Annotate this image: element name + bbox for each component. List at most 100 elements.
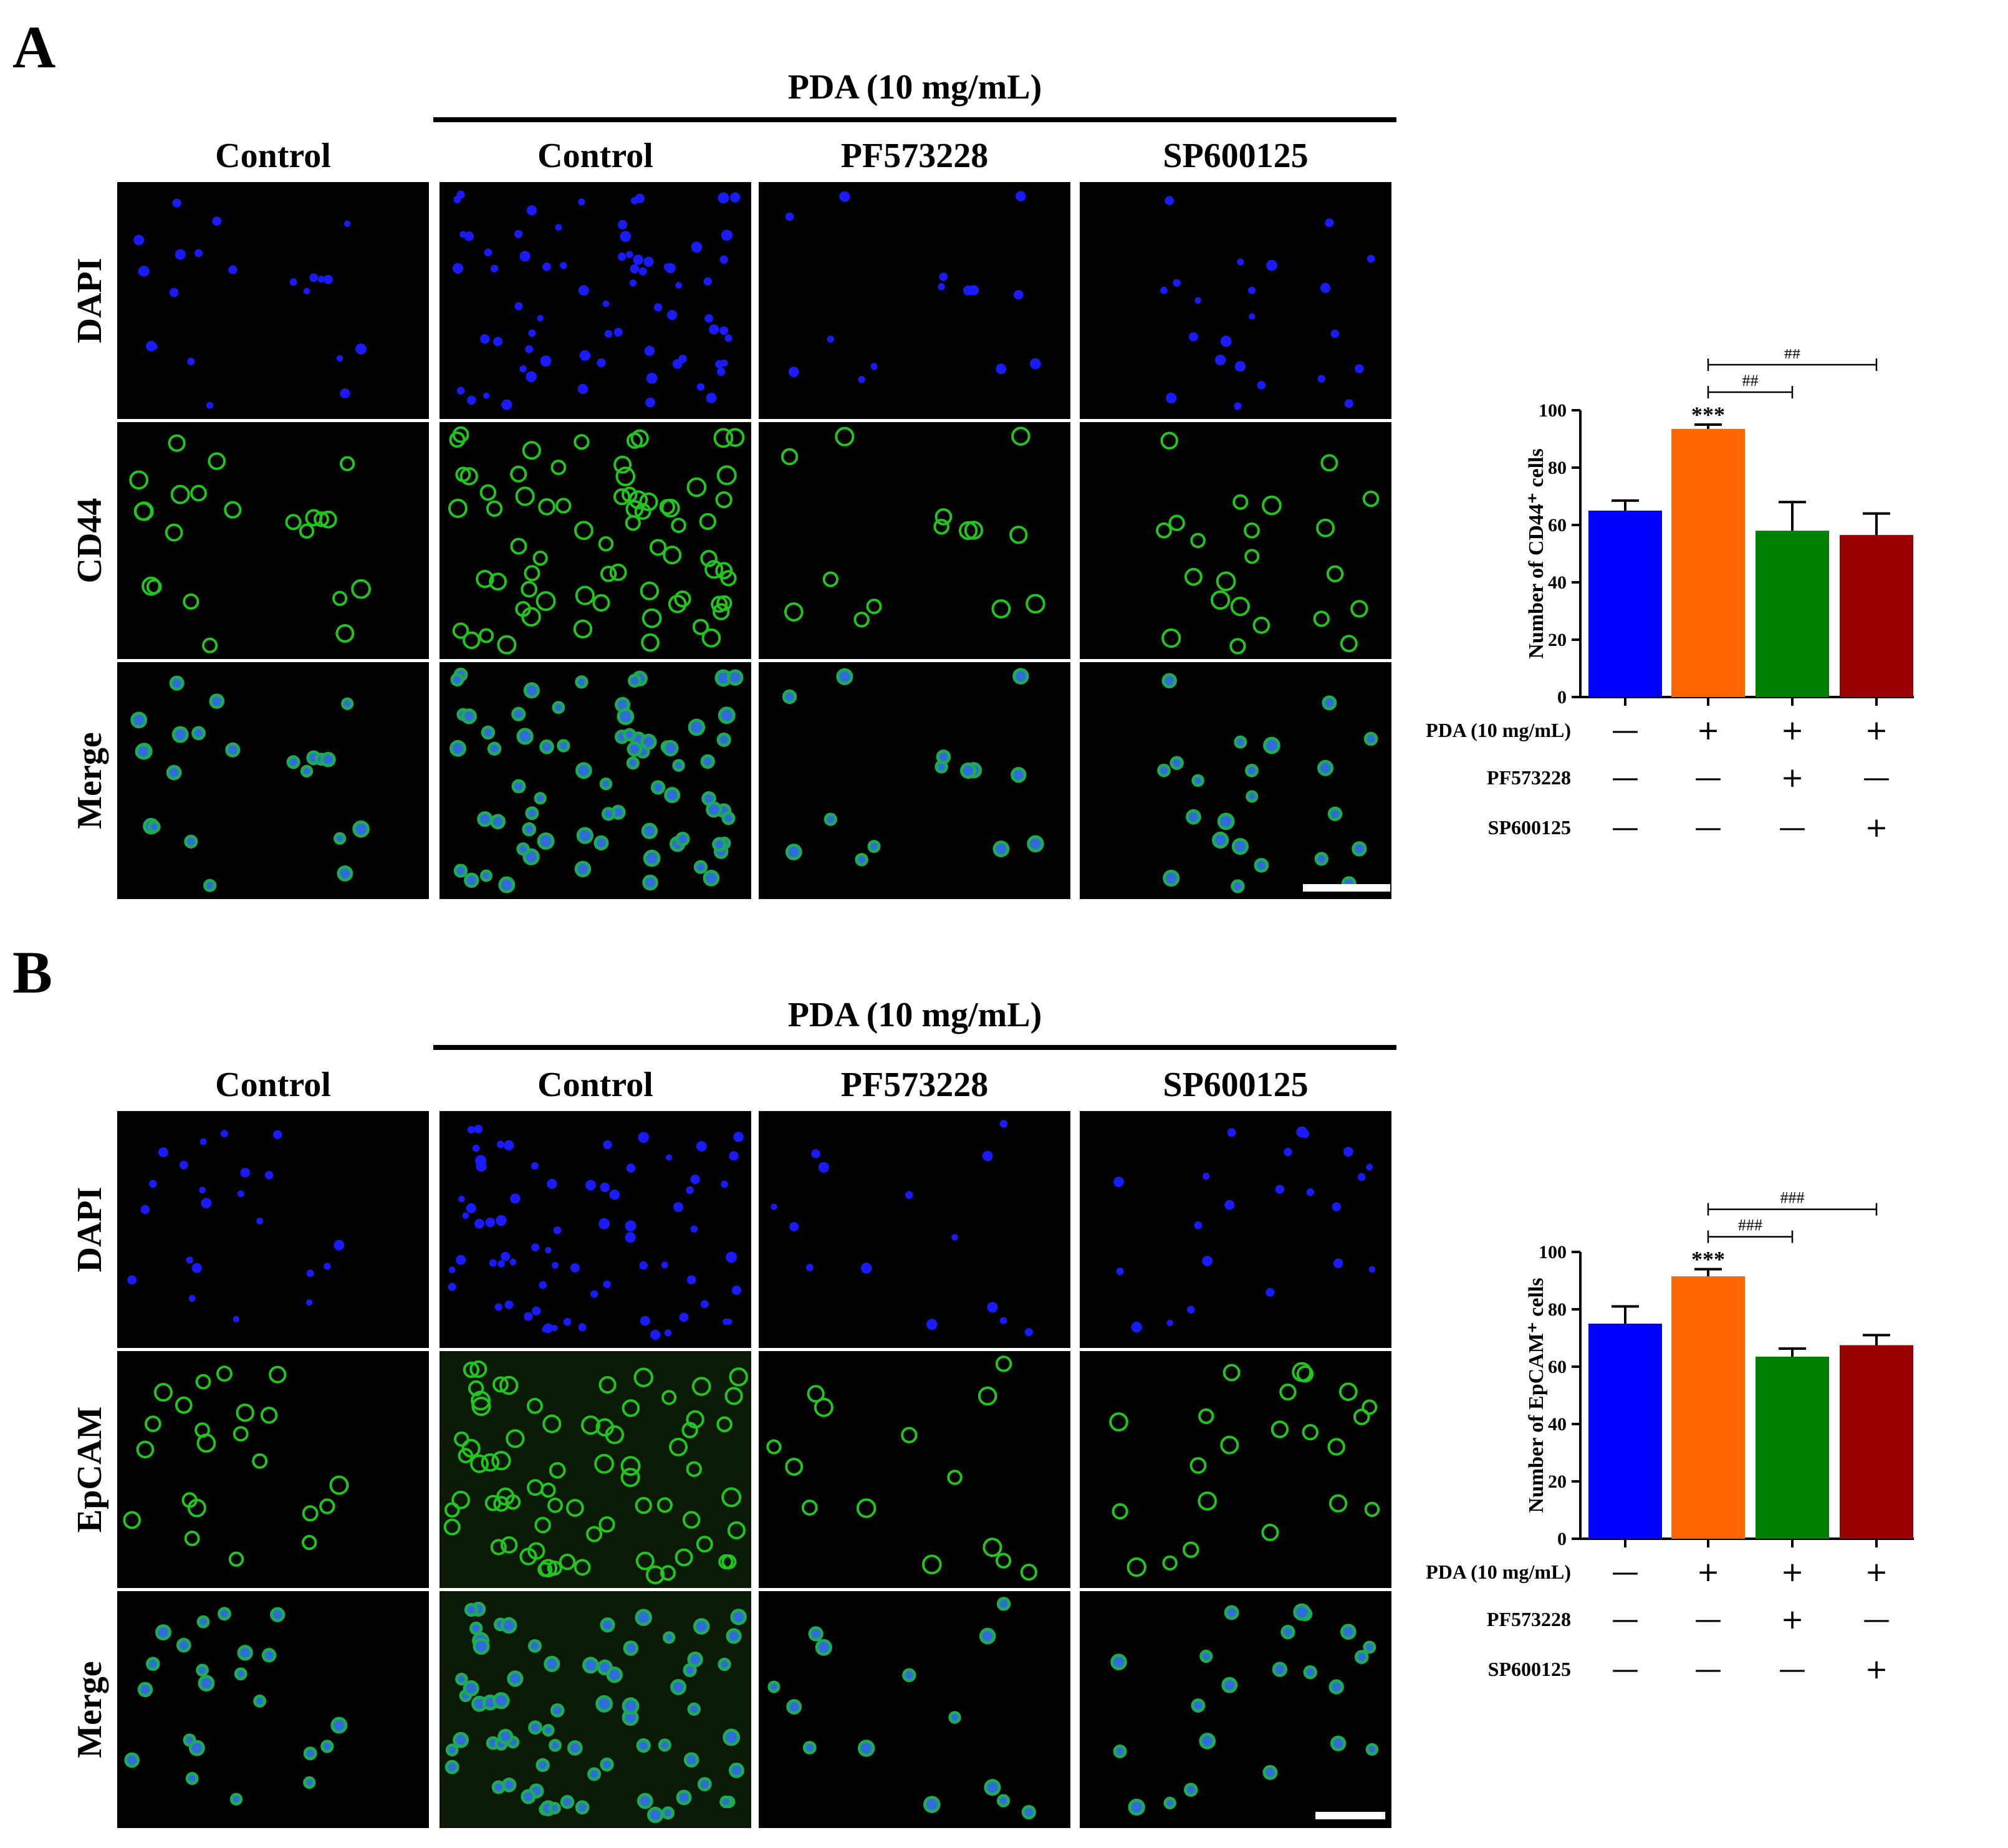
micrograph-image	[440, 1111, 751, 1348]
micrograph-image	[440, 662, 751, 899]
y-tick-label: 40	[1548, 572, 1567, 593]
condition-label: SP600125	[1488, 816, 1571, 839]
y-tick-label: 80	[1548, 458, 1567, 478]
y-tick-label: 0	[1557, 687, 1567, 708]
significance-marker: ***	[1691, 402, 1725, 427]
comparison-label: ##	[1784, 349, 1800, 362]
condition-label: SP600125	[1488, 1658, 1571, 1680]
condition-sign: +	[1781, 762, 1804, 794]
condition-sign: —	[1779, 812, 1806, 844]
bar	[1840, 1345, 1913, 1539]
column-label: PF573228	[840, 137, 989, 175]
condition-sign: +	[1781, 1556, 1804, 1588]
micrograph-dapi-1	[117, 182, 429, 419]
y-tick-label: 80	[1548, 1299, 1567, 1320]
bar	[1671, 428, 1745, 697]
condition-sign: +	[1781, 1604, 1804, 1635]
panel-letter: B	[12, 939, 53, 1006]
micrograph-merge-1	[117, 1591, 429, 1828]
column-label: PF573228	[840, 1066, 989, 1104]
micrograph-cd44-1	[117, 422, 429, 659]
bar	[1840, 535, 1913, 697]
condition-sign: —	[1863, 1604, 1890, 1635]
micrograph-epcam-3	[759, 1351, 1070, 1588]
micrograph-image	[117, 182, 429, 419]
micrograph-image	[759, 422, 1070, 659]
micrograph-merge-3	[759, 662, 1070, 899]
y-tick-label: 40	[1548, 1414, 1567, 1435]
column-label: Control	[215, 137, 331, 175]
micrograph-merge-3	[759, 1591, 1070, 1828]
micrograph-dapi-2	[440, 1111, 751, 1348]
micrograph-image	[1080, 662, 1391, 899]
condition-label: PF573228	[1487, 766, 1571, 789]
micrograph-image	[117, 422, 429, 659]
column-label: SP600125	[1163, 137, 1309, 175]
condition-sign: —	[1779, 1653, 1806, 1685]
y-tick-label: 60	[1548, 515, 1567, 536]
micrograph-image	[759, 1111, 1070, 1348]
row-label: DAPI	[70, 1186, 109, 1273]
significance-marker: ***	[1691, 1247, 1725, 1272]
condition-sign: —	[1612, 1556, 1639, 1588]
micrograph-merge-1	[117, 662, 429, 899]
scale-bar	[1303, 884, 1390, 892]
micrograph-image	[1080, 182, 1391, 419]
y-tick-label: 100	[1539, 1242, 1567, 1263]
micrograph-image	[117, 1111, 429, 1348]
micrograph-image	[1080, 1111, 1391, 1348]
micrograph-image	[117, 1351, 429, 1588]
micrograph-dapi-2	[440, 182, 751, 419]
condition-label: PDA (10 mg/mL)	[1426, 719, 1571, 741]
condition-sign: +	[1697, 715, 1720, 746]
row-label: Merge	[70, 1661, 109, 1758]
micrograph-epcam-2	[440, 1351, 751, 1588]
y-tick-label: 20	[1548, 630, 1567, 650]
condition-sign: +	[1865, 1556, 1888, 1588]
column-label: Control	[215, 1066, 331, 1104]
micrograph-epcam-4	[1080, 1351, 1391, 1588]
micrograph-image	[440, 1351, 751, 1588]
micrograph-dapi-1	[117, 1111, 429, 1348]
column-label: Control	[537, 1066, 653, 1104]
micrograph-image	[117, 1591, 429, 1828]
bar	[1671, 1276, 1745, 1539]
comparison-label: ###	[1738, 1216, 1762, 1234]
micrograph-dapi-4	[1080, 182, 1391, 419]
micrograph-dapi-3	[759, 182, 1070, 419]
bar-chart-cd44: 0 20 40 60 80 100 Number of CD44⁺ cells *** ## ##…	[1415, 349, 2001, 867]
micrograph-image	[1080, 1351, 1391, 1588]
y-tick-label: 20	[1548, 1471, 1567, 1492]
y-axis-label: Number of CD44⁺ cells	[1525, 448, 1548, 658]
treatment-group-line	[433, 1045, 1396, 1050]
condition-label: PDA (10 mg/mL)	[1426, 1561, 1571, 1583]
bar-chart-epcam: 0 20 40 60 80 100 Number of EpCAM⁺ cells *** ###…	[1415, 1191, 2001, 1708]
column-label: SP600125	[1163, 1066, 1309, 1104]
condition-sign: —	[1694, 1604, 1722, 1635]
condition-label: PF573228	[1487, 1608, 1571, 1630]
condition-sign: —	[1612, 1653, 1639, 1685]
condition-sign: +	[1865, 1653, 1888, 1685]
micrograph-cd44-4	[1080, 422, 1391, 659]
bar	[1588, 1324, 1662, 1539]
micrograph-epcam-1	[117, 1351, 429, 1588]
micrograph-image	[440, 1591, 751, 1828]
micrograph-image	[440, 182, 751, 419]
condition-sign: —	[1694, 762, 1722, 794]
micrograph-cd44-2	[440, 422, 751, 659]
condition-sign: —	[1612, 762, 1639, 794]
scale-bar	[1315, 1812, 1385, 1819]
condition-sign: —	[1694, 812, 1722, 844]
micrograph-merge-2	[440, 662, 751, 899]
bar	[1588, 511, 1662, 697]
condition-sign: —	[1863, 762, 1890, 794]
micrograph-image	[1080, 1591, 1391, 1828]
condition-sign: —	[1612, 812, 1639, 844]
row-label: Merge	[70, 732, 109, 829]
micrograph-image	[759, 182, 1070, 419]
micrograph-dapi-4	[1080, 1111, 1391, 1348]
micrograph-image	[440, 422, 751, 659]
row-label: CD44	[70, 498, 109, 584]
chart-svg: 0 20 40 60 80 100 Number of EpCAM⁺ cells *** ###…	[1426, 1191, 1914, 1685]
condition-sign: —	[1612, 1604, 1639, 1635]
